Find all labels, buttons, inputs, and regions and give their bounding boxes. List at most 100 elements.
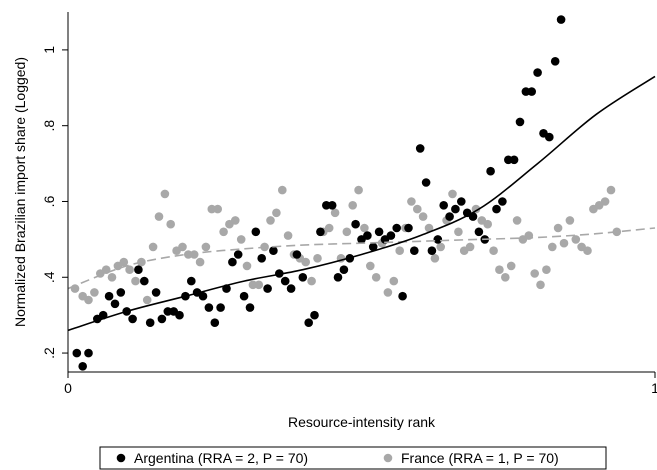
data-point bbox=[163, 307, 173, 316]
data-point bbox=[210, 318, 220, 328]
y-axis: .2 .4 .6 .8 1 bbox=[41, 12, 69, 372]
data-point bbox=[565, 216, 575, 225]
data-point bbox=[530, 269, 539, 278]
data-point bbox=[448, 189, 457, 199]
data-point bbox=[600, 197, 610, 206]
data-point bbox=[134, 265, 143, 275]
data-point bbox=[322, 201, 331, 210]
data-point bbox=[559, 238, 569, 248]
data-point bbox=[368, 242, 378, 252]
data-point bbox=[151, 288, 161, 297]
data-point bbox=[342, 227, 352, 237]
data-point bbox=[421, 178, 431, 187]
data-point bbox=[430, 253, 440, 263]
data-point bbox=[269, 246, 278, 255]
data-point bbox=[330, 208, 340, 218]
legend-label-france: France (RRA = 1, P = 70) bbox=[401, 450, 559, 466]
data-point bbox=[501, 273, 510, 282]
data-point bbox=[348, 201, 358, 210]
fit-line-argentina bbox=[67, 75, 656, 332]
data-point bbox=[324, 223, 334, 233]
data-point bbox=[204, 303, 214, 312]
data-point bbox=[474, 227, 484, 237]
legend-marker-argentina bbox=[116, 453, 126, 463]
data-point bbox=[498, 197, 507, 206]
data-point bbox=[236, 235, 246, 244]
data-point bbox=[128, 314, 137, 324]
data-point bbox=[556, 15, 566, 24]
data-point bbox=[239, 291, 249, 301]
y-tick-label: 1 bbox=[41, 46, 57, 54]
x-axis-label: Resource-intensity rank bbox=[288, 414, 436, 430]
data-point bbox=[242, 261, 252, 271]
plot-area bbox=[67, 15, 656, 371]
data-point bbox=[233, 250, 243, 259]
data-point bbox=[436, 242, 446, 252]
data-point bbox=[286, 284, 296, 293]
data-point bbox=[571, 235, 581, 244]
legend-label-argentina: Argentina (RRA = 2, P = 70) bbox=[134, 450, 308, 466]
data-point bbox=[583, 246, 592, 255]
data-point bbox=[489, 246, 498, 255]
data-point bbox=[198, 291, 208, 301]
data-point bbox=[207, 204, 217, 214]
data-point bbox=[275, 269, 284, 278]
data-point bbox=[195, 257, 205, 267]
y-axis-label: Normalized Brazilian import share (Logge… bbox=[12, 57, 28, 327]
data-point bbox=[606, 185, 616, 195]
data-point bbox=[104, 291, 114, 301]
series-france bbox=[70, 185, 622, 305]
data-point bbox=[439, 201, 449, 210]
data-point bbox=[316, 227, 325, 237]
data-point bbox=[228, 257, 237, 267]
data-point bbox=[251, 227, 261, 237]
y-tick-label: .8 bbox=[41, 120, 57, 132]
data-point bbox=[280, 276, 290, 286]
data-point bbox=[140, 276, 149, 286]
data-point bbox=[310, 310, 319, 320]
data-point bbox=[142, 295, 152, 305]
data-point bbox=[404, 223, 413, 233]
data-point bbox=[216, 303, 225, 312]
data-point bbox=[107, 273, 117, 282]
data-point bbox=[389, 276, 399, 286]
y-tick-label: .4 bbox=[41, 271, 57, 283]
data-point bbox=[213, 204, 222, 214]
data-point bbox=[298, 273, 308, 282]
data-point bbox=[90, 288, 99, 297]
data-point bbox=[371, 273, 381, 282]
data-point bbox=[148, 242, 158, 252]
data-point bbox=[545, 132, 554, 142]
data-point bbox=[527, 87, 536, 96]
data-point bbox=[512, 216, 522, 225]
data-point bbox=[415, 144, 425, 153]
data-point bbox=[354, 185, 363, 195]
data-point bbox=[175, 310, 184, 320]
data-point bbox=[116, 288, 126, 297]
data-point bbox=[550, 57, 560, 66]
data-point bbox=[333, 273, 343, 282]
data-point bbox=[542, 265, 551, 275]
data-point bbox=[119, 257, 129, 267]
legend-box bbox=[99, 446, 607, 470]
data-point bbox=[184, 250, 193, 259]
data-point bbox=[307, 276, 316, 286]
data-point bbox=[145, 318, 155, 328]
data-point bbox=[278, 185, 287, 195]
fit-line-france bbox=[67, 227, 656, 290]
data-point bbox=[266, 216, 275, 225]
y-tick-label: .2 bbox=[41, 347, 57, 359]
data-point bbox=[339, 265, 349, 275]
data-point bbox=[72, 348, 82, 358]
legend-marker-france bbox=[383, 453, 393, 463]
data-point bbox=[398, 291, 407, 301]
x-tick-label: 1 bbox=[651, 380, 657, 396]
data-point bbox=[157, 314, 167, 324]
data-point bbox=[486, 166, 495, 176]
data-point bbox=[160, 189, 170, 199]
data-point bbox=[257, 253, 267, 263]
data-point bbox=[154, 212, 164, 221]
